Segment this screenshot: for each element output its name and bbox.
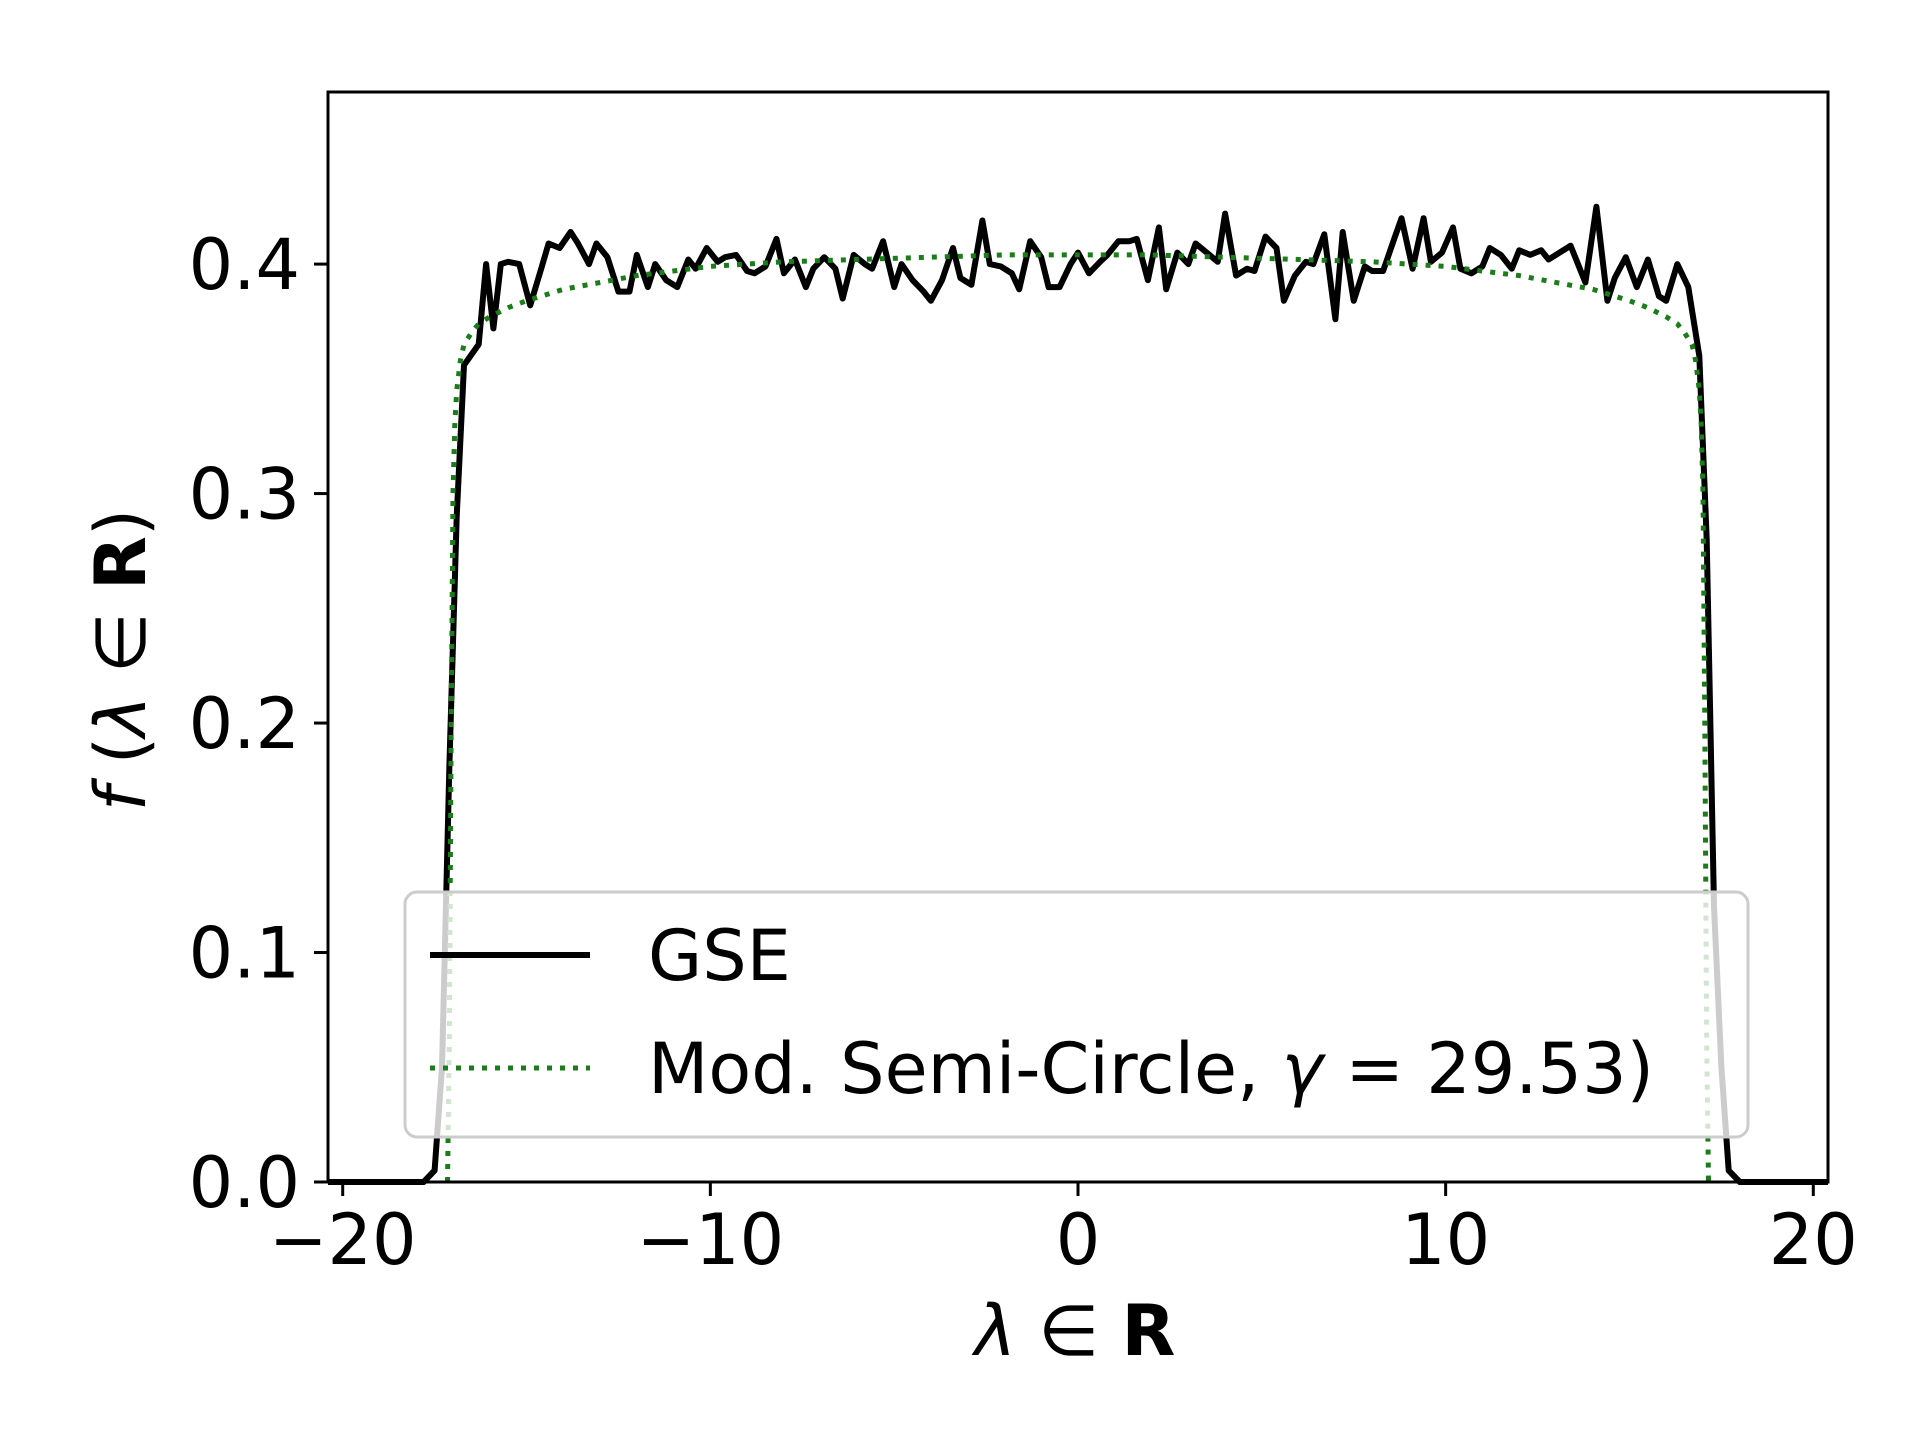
- x-tick-label: −10: [636, 1199, 784, 1281]
- series-gse-line: [328, 203, 1828, 1185]
- legend: GSE Mod. Semi-Circle, γ = 29.53): [403, 890, 1750, 1139]
- x-axis: −20 −10 0 10 20: [269, 1182, 1858, 1281]
- x-tick-label: 0: [1056, 1199, 1101, 1281]
- legend-box: [403, 890, 1750, 1139]
- legend-label-gse: GSE: [648, 915, 791, 997]
- y-tick-label: 0.3: [189, 454, 300, 536]
- x-tick-label: 10: [1401, 1199, 1490, 1281]
- y-tick-label: 0.4: [189, 224, 300, 306]
- x-axis-label-in: ∈: [1016, 1290, 1121, 1372]
- y-tick-label: 0.0: [189, 1142, 300, 1224]
- y-tick-label: 0.2: [189, 683, 300, 765]
- legend-label-semicircle: Mod. Semi-Circle, γ = 29.53): [648, 1028, 1654, 1110]
- x-tick-label: 20: [1769, 1199, 1858, 1281]
- y-axis: 0.0 0.1 0.2 0.3 0.4: [189, 224, 328, 1224]
- series-semicircle-line: [445, 252, 1711, 1183]
- y-tick-label: 0.1: [189, 913, 300, 995]
- x-axis-label-R: R: [1122, 1290, 1176, 1372]
- y-axis-label: f (λ ∈ R): [80, 509, 162, 811]
- x-axis-label: λ ∈ R: [971, 1290, 1176, 1372]
- x-axis-label-lambda: λ: [971, 1290, 1016, 1372]
- x-tick-label: −20: [269, 1199, 417, 1281]
